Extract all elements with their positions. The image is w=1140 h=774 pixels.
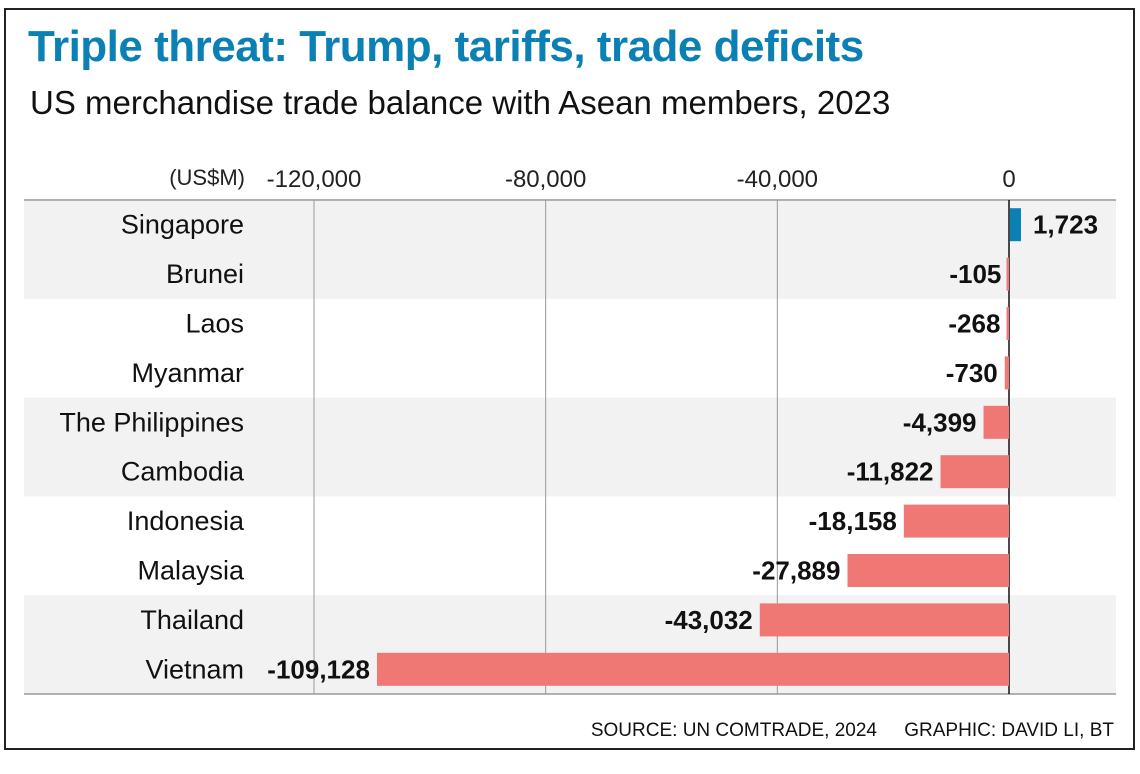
x-tick-label: 0 (1002, 166, 1015, 193)
category-label: The Philippines (59, 407, 244, 437)
category-label: Laos (185, 309, 244, 339)
category-label: Singapore (121, 210, 244, 240)
x-tick-label: -80,000 (505, 166, 586, 193)
data-label: -109,128 (267, 654, 370, 684)
bar (1010, 208, 1021, 242)
bar (1004, 356, 1009, 390)
category-label: Vietnam (145, 654, 244, 684)
category-label: Brunei (166, 259, 244, 289)
graphic-credit: GRAPHIC: DAVID LI, BT (904, 720, 1114, 741)
bar (940, 455, 1009, 489)
unit-label: (US$M) (169, 165, 245, 190)
data-label: 1,723 (1033, 210, 1098, 240)
data-label: -27,889 (752, 556, 840, 586)
category-label: Thailand (140, 605, 244, 635)
row-band (24, 200, 1116, 250)
data-label: -268 (948, 309, 1000, 339)
bar (1006, 307, 1009, 340)
chart-title: Triple threat: Trump, tariffs, trade def… (28, 22, 864, 71)
bar (759, 603, 1009, 637)
x-tick-label: -40,000 (737, 166, 818, 193)
bar (903, 504, 1009, 538)
data-label: -4,399 (903, 407, 977, 437)
row-band (24, 397, 1116, 447)
data-label: -43,032 (665, 605, 753, 635)
chart-subtitle: US merchandise trade balance with Asean … (30, 84, 891, 121)
footer: SOURCE: UN COMTRADE, 2024 GRAPHIC: DAVID… (591, 720, 1114, 742)
bar (983, 405, 1009, 439)
row-band (24, 249, 1116, 299)
bar (1006, 257, 1009, 291)
category-label: Cambodia (121, 457, 245, 487)
source-note: SOURCE: UN COMTRADE, 2024 (590, 720, 877, 741)
category-label: Malaysia (137, 556, 245, 586)
category-label: Myanmar (131, 358, 244, 388)
bar (376, 652, 1009, 686)
x-tick-label: -120,000 (267, 166, 362, 193)
category-label: Indonesia (127, 506, 245, 536)
data-label: -730 (946, 358, 998, 388)
data-label: -11,822 (847, 457, 934, 487)
data-label: -105 (949, 259, 1001, 289)
bar (847, 554, 1009, 587)
row-band (24, 447, 1116, 497)
data-label: -18,158 (809, 506, 897, 536)
